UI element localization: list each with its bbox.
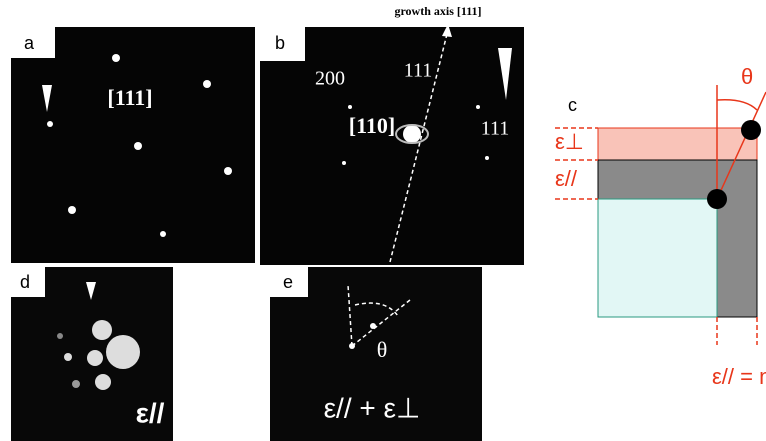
panel-label: e [283,272,293,292]
caption: growth axis [111] [394,4,481,18]
spots [57,320,140,390]
mismatch-label: ε// = m [712,364,766,389]
panel-label: a [24,33,35,53]
spot-index: 111 [404,60,433,82]
spot-index: 200 [315,68,345,90]
label-box [11,27,55,58]
arrow-head [442,24,452,37]
construction-lines [555,85,766,345]
spot-index: 111 [481,118,510,140]
spots [42,54,232,237]
angle-label: θ [377,337,388,362]
lattice-point [741,120,761,140]
central-spot [395,124,429,144]
lattice-point [707,189,727,209]
panel-label: d [20,272,30,292]
panel-label: b [275,33,285,53]
strain-label: ε// [136,397,165,428]
strain-label: ε// [555,166,578,191]
zone-axis: [111] [107,85,152,110]
panel-label: c [568,95,577,115]
strain-label: ε// + ε⊥ [324,392,421,423]
label-box [11,267,45,297]
arrow-marker [86,282,96,300]
spots [342,105,489,165]
substrate-cell [597,198,718,318]
strain-label: ε⊥ [555,129,584,154]
angle-arrows [347,284,411,347]
panel-a [11,27,255,263]
growth-axis [389,29,449,263]
label-box [270,267,308,297]
arrow-marker [498,48,512,100]
panel-b [260,27,524,265]
zone-axis: [110] [349,113,395,138]
angle-label: θ [741,64,753,89]
perp-strain-layer [597,127,758,161]
label-box [260,27,305,61]
